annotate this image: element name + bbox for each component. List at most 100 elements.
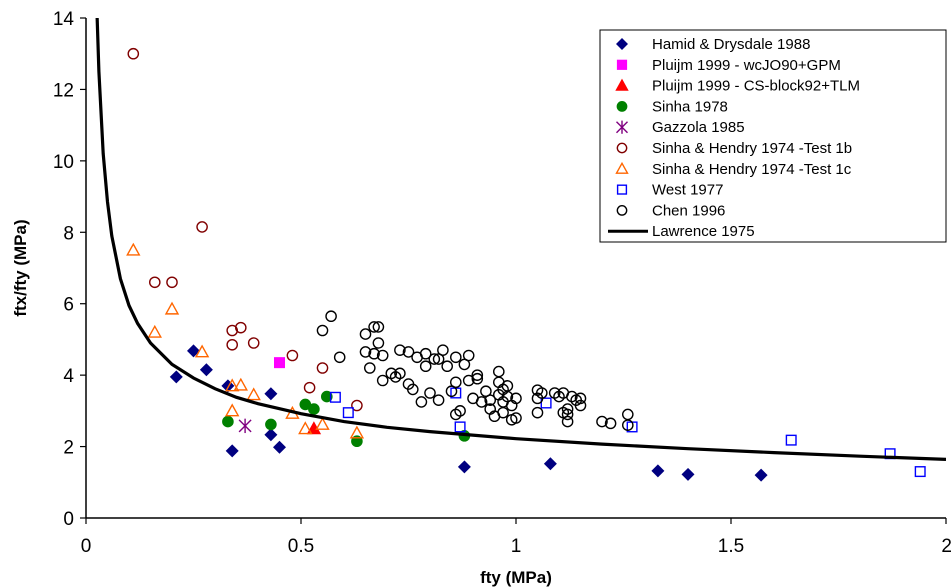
data-point bbox=[368, 347, 380, 360]
data-point bbox=[454, 405, 466, 417]
data-point bbox=[548, 387, 561, 399]
data-point bbox=[359, 346, 372, 358]
data-point bbox=[622, 408, 634, 421]
legend-swatch bbox=[616, 142, 628, 154]
legend: Hamid & Drysdale 1988 Pluijm 1999 - wcJO9… bbox=[599, 29, 947, 243]
series-layer bbox=[95, 18, 946, 482]
data-point bbox=[320, 390, 333, 403]
data-point bbox=[462, 349, 475, 362]
data-point bbox=[428, 353, 441, 365]
x-tick-label: 0.5 bbox=[288, 536, 314, 557]
legend-label: Lawrence 1975 bbox=[652, 223, 755, 240]
data-point bbox=[265, 418, 277, 431]
y-axis-title: ftx/fty (MPa) bbox=[11, 219, 30, 316]
data-point bbox=[651, 464, 665, 478]
data-point bbox=[449, 351, 462, 364]
data-point bbox=[681, 467, 695, 481]
data-point bbox=[406, 383, 419, 396]
data-point bbox=[342, 407, 354, 419]
y-tick-label: 2 bbox=[63, 438, 74, 459]
y-tick-label: 6 bbox=[63, 295, 74, 316]
legend-swatch bbox=[616, 120, 628, 134]
data-point bbox=[226, 338, 238, 351]
data-point bbox=[127, 47, 140, 60]
data-point bbox=[147, 324, 162, 338]
series-8 bbox=[316, 310, 634, 431]
data-point bbox=[574, 392, 587, 405]
axes-layer: 0 2 4 6 8 10 12 14 0 0.5 1 1.5 2 bbox=[53, 9, 952, 557]
x-tick-label: 1 bbox=[511, 536, 522, 557]
data-point bbox=[351, 399, 363, 412]
data-point bbox=[316, 362, 329, 374]
series-line bbox=[95, 18, 946, 461]
data-point bbox=[359, 328, 372, 340]
data-point bbox=[329, 391, 341, 403]
y-tick-label: 14 bbox=[53, 9, 75, 30]
data-point bbox=[561, 408, 574, 421]
data-point bbox=[148, 276, 161, 289]
data-point bbox=[238, 418, 252, 434]
data-point bbox=[497, 406, 509, 419]
data-point bbox=[785, 434, 797, 446]
data-point bbox=[308, 403, 320, 415]
data-point bbox=[315, 416, 330, 430]
data-point bbox=[604, 417, 617, 430]
y-tick-label: 12 bbox=[53, 80, 74, 101]
legend-label: Sinha 1978 bbox=[652, 98, 728, 115]
data-point bbox=[368, 321, 380, 333]
data-point bbox=[225, 403, 240, 417]
data-point bbox=[333, 351, 346, 364]
data-point bbox=[457, 460, 471, 474]
data-point bbox=[286, 349, 299, 362]
legend-swatch bbox=[616, 59, 628, 70]
data-point bbox=[415, 396, 428, 408]
data-point bbox=[492, 365, 505, 378]
data-point bbox=[394, 367, 406, 380]
data-point bbox=[449, 376, 462, 389]
legend-label: Hamid & Drysdale 1988 bbox=[652, 36, 810, 53]
data-point bbox=[225, 378, 240, 392]
series-0 bbox=[169, 344, 768, 482]
legend-label: West 1977 bbox=[652, 182, 723, 199]
x-tick-label: 2 bbox=[941, 536, 952, 557]
data-point bbox=[363, 362, 376, 374]
data-point bbox=[169, 370, 183, 384]
x-tick-label: 1.5 bbox=[718, 536, 744, 557]
data-point bbox=[462, 374, 475, 387]
data-point bbox=[264, 428, 278, 442]
data-point bbox=[225, 444, 239, 458]
data-point bbox=[376, 374, 389, 387]
data-point bbox=[471, 369, 484, 381]
series-3 bbox=[222, 390, 471, 448]
y-tick-label: 0 bbox=[63, 509, 74, 530]
data-point bbox=[754, 468, 768, 482]
legend-swatch bbox=[615, 161, 629, 174]
data-point bbox=[194, 344, 210, 358]
data-point bbox=[303, 381, 316, 394]
data-point bbox=[222, 415, 234, 428]
legend-label: Chen 1996 bbox=[652, 202, 725, 219]
data-point bbox=[536, 387, 548, 399]
data-point bbox=[419, 347, 432, 360]
data-point bbox=[372, 337, 385, 349]
data-point bbox=[543, 457, 557, 471]
series-5 bbox=[127, 47, 363, 412]
data-point bbox=[402, 346, 415, 358]
data-point bbox=[441, 360, 454, 373]
legend-box bbox=[599, 29, 947, 243]
data-point bbox=[376, 349, 389, 362]
data-point bbox=[484, 394, 497, 406]
legend-label: Sinha & Hendry 1974 -Test 1b bbox=[652, 140, 852, 157]
data-point bbox=[264, 387, 278, 401]
series-4 bbox=[238, 418, 252, 434]
data-point bbox=[475, 396, 488, 408]
data-point bbox=[273, 440, 286, 454]
data-point bbox=[531, 406, 544, 419]
legend-swatch bbox=[616, 38, 628, 50]
data-point bbox=[199, 363, 213, 377]
data-point bbox=[298, 421, 313, 435]
legend-label: Sinha & Hendry 1974 -Test 1c bbox=[652, 161, 852, 178]
series-6 bbox=[126, 242, 365, 439]
data-point bbox=[164, 301, 180, 315]
data-point bbox=[233, 377, 248, 391]
